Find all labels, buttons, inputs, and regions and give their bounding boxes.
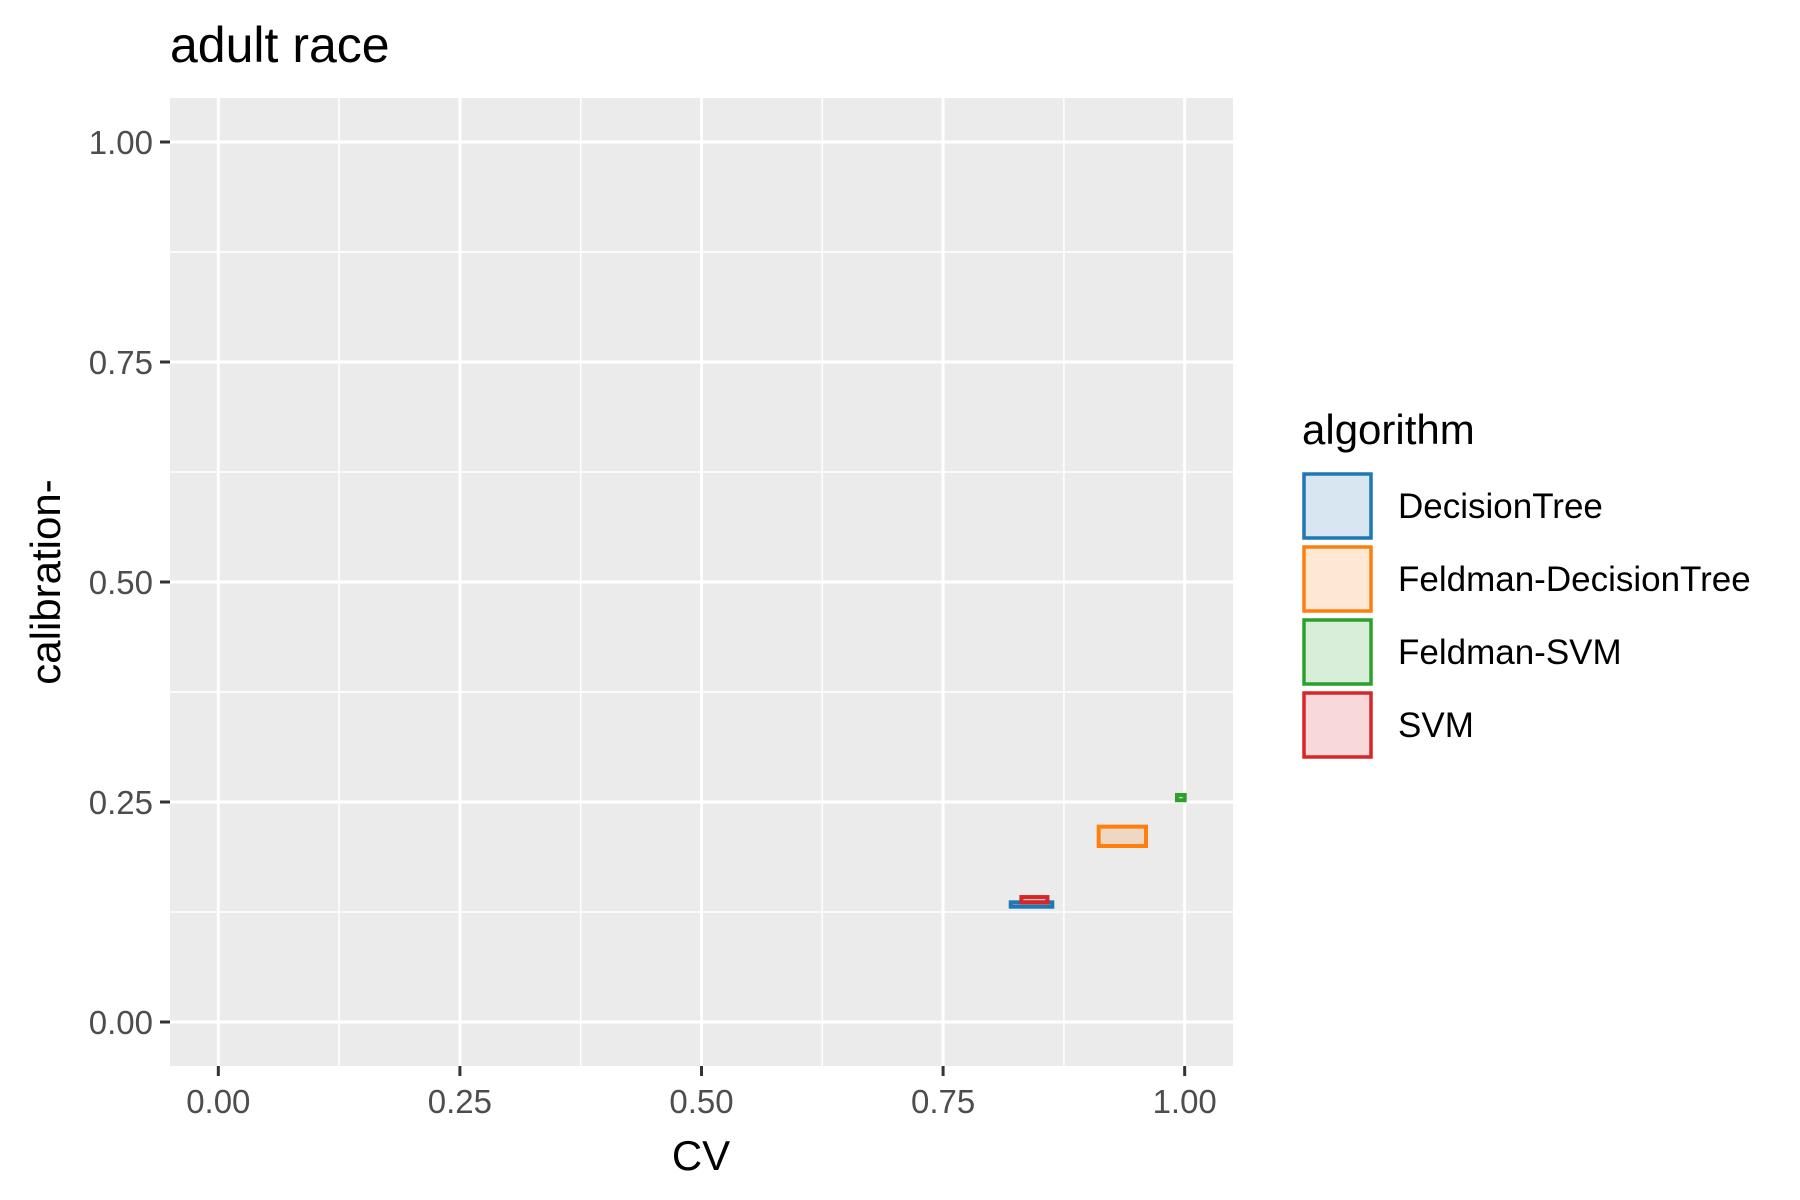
x-tick-label: 0.50 <box>669 1083 733 1120</box>
data-marks <box>1008 792 1187 909</box>
y-axis-title: calibration- <box>22 479 69 684</box>
data-rect-svm <box>1019 895 1050 905</box>
x-tick-label: 0.25 <box>428 1083 492 1120</box>
x-axis: 0.00 0.25 0.50 0.75 1.00 <box>186 1066 1217 1120</box>
legend-label-feldman-svm: Feldman-SVM <box>1398 633 1622 672</box>
x-axis-title: CV <box>672 1132 730 1179</box>
y-tick-label: 0.75 <box>89 344 153 381</box>
legend-title: algorithm <box>1302 406 1475 453</box>
y-tick-label: 0.25 <box>89 784 153 821</box>
legend-key-svm <box>1302 691 1373 759</box>
x-tick-label: 1.00 <box>1153 1083 1217 1120</box>
chart-title: adult race <box>170 17 390 73</box>
legend-key-decisiontree <box>1302 472 1373 540</box>
data-rect-feldman-svm <box>1174 792 1187 803</box>
legend: algorithm DecisionTree Feldman-DecisionTr… <box>1302 406 1751 759</box>
x-tick-label: 0.75 <box>911 1083 975 1120</box>
legend-key-feldman-svm <box>1302 618 1373 686</box>
y-axis: 0.00 0.25 0.50 0.75 1.00 <box>89 124 170 1041</box>
y-tick-label: 0.50 <box>89 564 153 601</box>
major-gridlines <box>170 98 1233 1066</box>
legend-key-feldman-decisiontree <box>1302 545 1373 613</box>
legend-label-svm: SVM <box>1398 706 1474 745</box>
y-tick-label: 0.00 <box>89 1004 153 1041</box>
data-rect-feldman-decisiontree <box>1096 824 1149 849</box>
legend-label-decisiontree: DecisionTree <box>1398 487 1603 526</box>
x-tick-label: 0.00 <box>186 1083 250 1120</box>
y-tick-label: 1.00 <box>89 124 153 161</box>
legend-label-feldman-decisiontree: Feldman-DecisionTree <box>1398 560 1751 599</box>
